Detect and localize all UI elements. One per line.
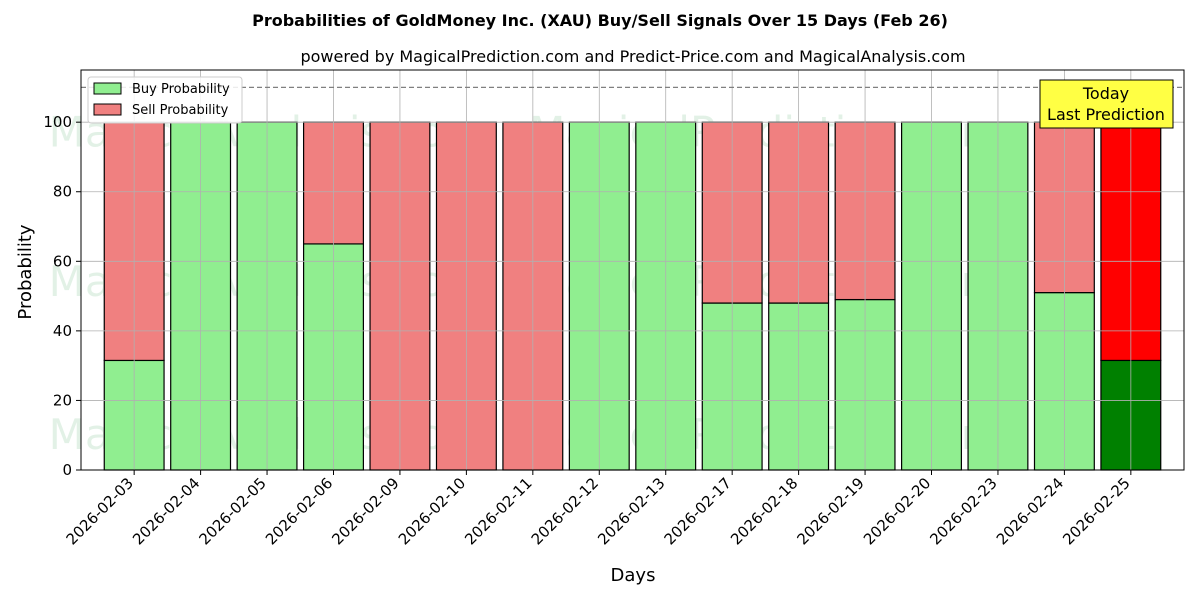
x-tick-label: 2026-02-06 (262, 474, 336, 548)
y-tick-label: 0 (62, 461, 72, 479)
x-tick-label: 2026-02-10 (395, 474, 469, 548)
annotation-text: Today (1082, 84, 1129, 103)
x-tick-label: 2026-02-24 (993, 474, 1067, 548)
legend-label: Sell Probability (132, 103, 229, 118)
x-tick-label: 2026-02-25 (1059, 474, 1133, 548)
x-tick-label: 2026-02-19 (794, 474, 868, 548)
legend-label: Buy Probability (132, 82, 230, 97)
plot-area: MagicalAnalysis.comMagicalPrediction.com… (43, 69, 1185, 548)
x-tick-label: 2026-02-11 (461, 474, 535, 548)
x-tick-label: 2026-02-23 (926, 474, 1000, 548)
y-tick-label: 40 (53, 322, 72, 340)
annotation-text: Last Prediction (1047, 105, 1165, 124)
y-tick-label: 20 (53, 391, 72, 409)
x-tick-label: 2026-02-03 (63, 474, 137, 548)
annotation-box (1039, 79, 1174, 129)
x-tick-label: 2026-02-20 (860, 474, 934, 548)
x-tick-label: 2026-02-13 (594, 474, 668, 548)
y-axis-label: Probability (15, 224, 36, 319)
x-tick-label: 2026-02-09 (328, 474, 402, 548)
plot-frame (80, 69, 1185, 471)
x-tick-label: 2026-02-17 (661, 474, 735, 548)
legend-swatch (93, 103, 122, 116)
x-tick-label: 2026-02-04 (129, 474, 203, 548)
x-tick-label: 2026-02-18 (727, 474, 801, 548)
y-tick-label: 60 (53, 252, 72, 270)
x-axis-label: Days (611, 565, 656, 586)
y-tick-label: 80 (53, 183, 72, 201)
x-tick-label: 2026-02-05 (195, 474, 269, 548)
legend: Buy Probability Sell Probability (87, 76, 243, 124)
chart-subtitle: powered by MagicalPrediction.com and Pre… (300, 47, 965, 66)
legend-swatch (93, 82, 122, 95)
x-tick-label: 2026-02-12 (528, 474, 602, 548)
y-tick-label: 100 (43, 113, 72, 131)
chart-title: Probabilities of GoldMoney Inc. (XAU) Bu… (252, 11, 948, 30)
legend-box (87, 76, 243, 124)
